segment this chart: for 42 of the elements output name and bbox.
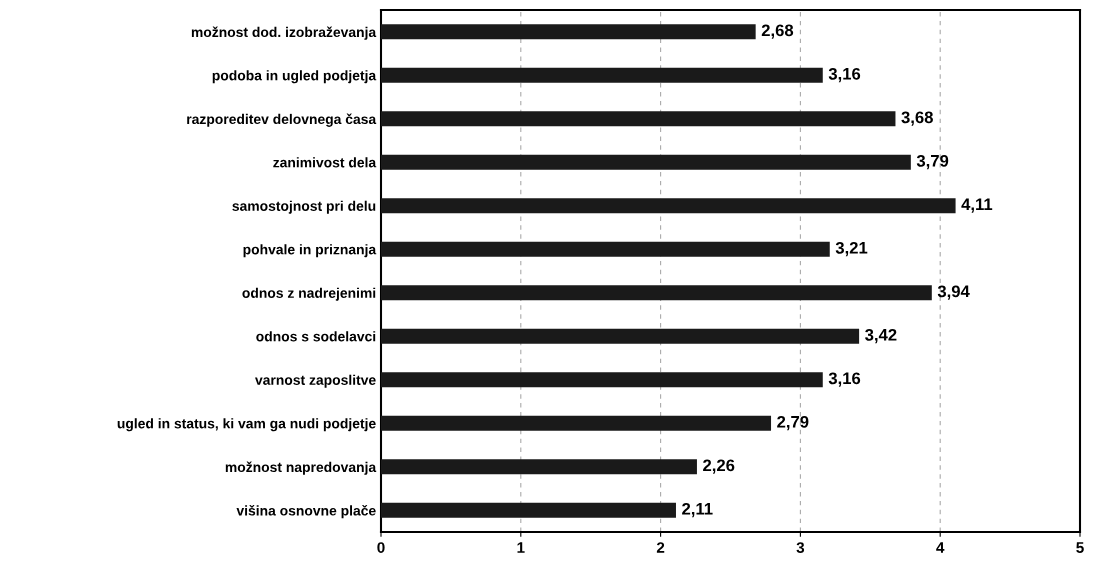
bar xyxy=(381,154,911,170)
bar xyxy=(381,459,697,475)
y-tick-label: višina osnovne plače xyxy=(236,505,376,519)
data-label: 3,68 xyxy=(901,111,933,126)
bar xyxy=(381,111,896,127)
bar xyxy=(381,372,823,388)
x-tick-label: 1 xyxy=(517,542,525,553)
y-tick-label: razporeditev delovnega časa xyxy=(187,113,377,127)
data-label: 3,79 xyxy=(916,154,949,170)
y-tick-label: varnost zaposlitve xyxy=(255,374,376,388)
bar xyxy=(381,328,860,344)
y-tick-label: možnost dod. izobraževanja xyxy=(191,26,377,40)
y-tick-label: odnos s sodelavci xyxy=(256,331,376,342)
y-tick-label: pohvale in priznanja xyxy=(243,244,377,258)
data-label: 2,26 xyxy=(703,459,735,474)
bar xyxy=(381,285,932,301)
x-tick-label: 2 xyxy=(656,542,665,553)
data-label: 3,16 xyxy=(828,372,861,387)
y-tick-label: ugled in status, ki vam ga nudi podjetje xyxy=(117,418,376,432)
bar xyxy=(381,241,830,257)
bar xyxy=(381,198,956,214)
x-tick-label: 4 xyxy=(936,542,945,553)
data-label: 3,94 xyxy=(937,285,970,300)
bar xyxy=(381,67,823,83)
bar xyxy=(381,415,772,431)
x-tick-label: 5 xyxy=(1076,542,1084,553)
data-label: 2,68 xyxy=(761,24,794,39)
data-label: 3,16 xyxy=(828,67,861,83)
y-tick-label: možnost napredovanja xyxy=(225,461,377,475)
bar xyxy=(381,24,756,40)
data-label: 4,11 xyxy=(961,198,993,213)
y-tick-label: zanimivost dela xyxy=(273,157,377,168)
data-label: 3,42 xyxy=(865,328,897,344)
data-label: 3,21 xyxy=(835,241,868,257)
data-label: 2,79 xyxy=(777,415,809,431)
data-label: 2,11 xyxy=(682,502,713,518)
x-tick-label: 0 xyxy=(377,542,385,553)
y-tick-label: odnos z nadrejenimi xyxy=(242,287,376,301)
bar xyxy=(381,502,676,518)
y-tick-label: samostojnost pri delu xyxy=(232,200,376,214)
y-tick-label: podoba in ugled podjetja xyxy=(212,70,377,84)
x-tick-label: 3 xyxy=(796,542,805,553)
